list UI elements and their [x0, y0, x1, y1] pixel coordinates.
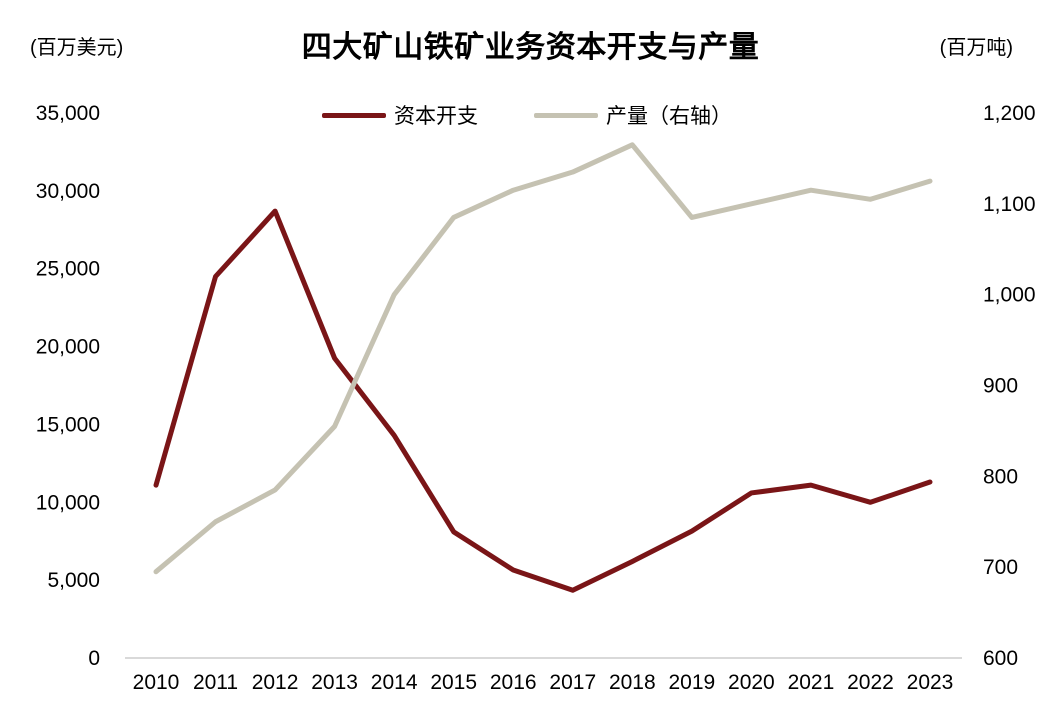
chart-title: 四大矿山铁矿业务资本开支与产量: [301, 31, 760, 64]
legend-label-capex: 资本开支: [394, 105, 478, 128]
legend-label-production: 产量（右轴）: [606, 105, 732, 128]
right-axis-tick-label: 1,000: [983, 284, 1036, 307]
right-axis-tick-label: 1,100: [983, 193, 1036, 216]
x-axis-year-label: 2015: [430, 671, 477, 694]
production-line-swatch: [534, 112, 598, 118]
x-axis-year-label: 2012: [252, 671, 299, 694]
right-axis-unit-label: (百万吨): [939, 37, 1013, 59]
legend-item-capex: 资本开支: [322, 100, 478, 130]
x-axis-year-label: 2023: [907, 671, 954, 694]
x-axis-year-label: 2020: [728, 671, 775, 694]
x-axis-year-label: 2016: [490, 671, 537, 694]
left-axis-tick-label: 30,000: [36, 180, 100, 203]
left-axis-tick-label: 15,000: [36, 413, 100, 436]
x-axis-year-label: 2010: [133, 671, 180, 694]
right-axis-tick-label: 700: [983, 556, 1018, 579]
left-axis-tick-label: 25,000: [36, 258, 100, 281]
legend-item-production: 产量（右轴）: [534, 100, 732, 130]
left-axis-tick-label: 20,000: [36, 336, 100, 359]
left-axis-tick-label: 35,000: [36, 102, 100, 125]
legend: 资本开支 产量（右轴）: [322, 100, 732, 130]
left-axis-tick-label: 10,000: [36, 491, 100, 514]
x-axis-year-label: 2017: [549, 671, 596, 694]
left-axis-tick-label: 0: [88, 647, 100, 670]
x-axis-year-label: 2013: [311, 671, 358, 694]
production-line: [153, 142, 933, 575]
right-axis-tick-label: 1,200: [983, 102, 1036, 125]
right-axis-tick-label: 600: [983, 647, 1018, 670]
x-axis-year-label: 2019: [668, 671, 715, 694]
x-axis-year-label: 2018: [609, 671, 656, 694]
x-axis-year-label: 2022: [847, 671, 894, 694]
capex-line-swatch: [322, 112, 386, 118]
x-axis-year-label: 2011: [193, 671, 238, 694]
x-axis-year-label: 2014: [371, 671, 418, 694]
left-axis-tick-label: 5,000: [47, 569, 100, 592]
x-axis-year-label: 2021: [788, 671, 835, 694]
left-axis-unit-label: (百万美元): [30, 37, 124, 59]
right-axis-tick-label: 800: [983, 465, 1018, 488]
right-axis-tick-label: 900: [983, 375, 1018, 398]
capex-line: [153, 208, 933, 593]
